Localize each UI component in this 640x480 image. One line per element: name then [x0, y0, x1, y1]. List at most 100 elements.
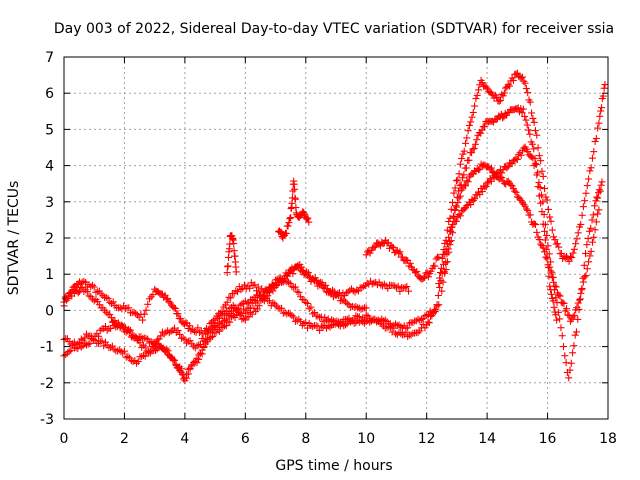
data-point: [534, 183, 542, 191]
data-point: [499, 114, 507, 122]
x-tick-label: 10: [357, 431, 375, 447]
data-point: [557, 324, 565, 332]
data-point: [455, 170, 463, 178]
data-point: [598, 104, 606, 112]
data-point: [578, 211, 586, 219]
data-point: [124, 352, 132, 360]
data-point: [457, 181, 465, 189]
data-point: [103, 326, 111, 334]
y-tick-label: -3: [40, 412, 54, 428]
data-point: [513, 155, 521, 163]
data-point: [538, 167, 546, 175]
data-point: [224, 311, 232, 319]
data-point: [542, 193, 550, 201]
data-point: [290, 313, 298, 321]
data-point: [590, 233, 598, 241]
data-point: [509, 76, 517, 84]
data-point: [524, 206, 532, 214]
data-point: [314, 312, 322, 320]
data-point: [383, 239, 391, 247]
data-point: [539, 172, 547, 180]
data-point: [86, 339, 94, 347]
data-point: [343, 300, 351, 308]
data-point: [541, 185, 549, 193]
data-point: [196, 340, 204, 348]
x-tick-label: 14: [478, 431, 496, 447]
data-point: [503, 164, 511, 172]
data-point: [593, 193, 601, 201]
data-point: [80, 277, 88, 285]
data-point: [560, 343, 568, 351]
data-point: [451, 184, 459, 192]
data-point: [565, 374, 573, 382]
data-point: [172, 360, 180, 368]
data-point: [431, 262, 439, 270]
x-tick-label: 8: [301, 431, 310, 447]
data-point: [582, 249, 590, 257]
data-point: [310, 308, 318, 316]
data-point: [190, 359, 198, 367]
data-point: [576, 295, 584, 303]
data-point: [535, 236, 543, 244]
data-point: [591, 226, 599, 234]
data-point: [508, 160, 516, 168]
data-point: [518, 109, 526, 117]
data-point: [490, 174, 498, 182]
data-point: [528, 153, 536, 161]
data-point: [467, 118, 475, 126]
data-point: [409, 319, 417, 327]
data-point: [517, 151, 525, 159]
data-point: [583, 182, 591, 190]
data-point: [443, 226, 451, 234]
data-point: [126, 328, 134, 336]
data-point: [473, 91, 481, 99]
data-point: [531, 221, 539, 229]
data-point: [139, 316, 147, 324]
data-point: [77, 335, 85, 343]
data-point: [522, 116, 530, 124]
data-point: [588, 154, 596, 162]
data-point: [305, 305, 313, 313]
data-point: [529, 114, 537, 122]
data-point: [447, 237, 455, 245]
data-point: [164, 347, 172, 355]
data-point: [291, 283, 299, 291]
data-point: [371, 243, 379, 251]
data-point: [108, 342, 116, 350]
data-point: [462, 164, 470, 172]
data-point: [62, 351, 70, 359]
data-point: [565, 257, 573, 265]
data-point: [389, 244, 397, 252]
data-point: [255, 302, 263, 310]
data-point: [102, 293, 110, 301]
data-point: [574, 229, 582, 237]
data-point: [421, 312, 429, 320]
data-point: [107, 344, 115, 352]
data-point: [414, 329, 422, 337]
data-point: [388, 328, 396, 336]
data-point: [566, 253, 574, 261]
data-point: [436, 274, 444, 282]
data-point: [404, 333, 412, 341]
data-point: [436, 283, 444, 291]
data-point: [354, 287, 362, 295]
data-point: [500, 89, 508, 97]
data-point: [253, 287, 261, 295]
data-point: [429, 309, 437, 317]
data-point: [470, 144, 478, 152]
data-point: [328, 321, 336, 329]
data-point: [441, 269, 449, 277]
data-point: [435, 253, 443, 261]
data-point: [202, 330, 210, 338]
data-point: [487, 177, 495, 185]
data-point: [212, 323, 220, 331]
data-point: [552, 311, 560, 319]
data-point: [144, 300, 152, 308]
data-point: [463, 134, 471, 142]
data-point: [293, 262, 301, 270]
data-point: [399, 284, 407, 292]
x-tick-label: 18: [599, 431, 617, 447]
data-point: [452, 177, 460, 185]
data-point: [269, 299, 277, 307]
data-point: [119, 322, 127, 330]
